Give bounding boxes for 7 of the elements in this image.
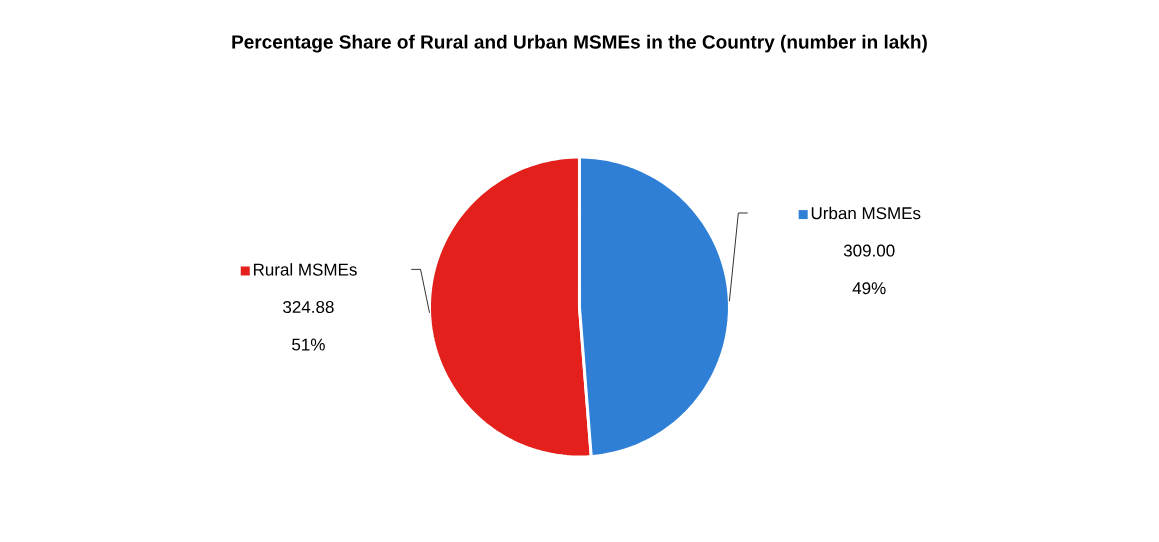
data-label: 324.88 [283, 300, 334, 314]
chart-title: Percentage Share of Rural and Urban MSMEs in the Country (number in lakh) [232, 34, 927, 53]
text: 51% [292, 338, 325, 351]
data-label: 309.00 [843, 244, 895, 257]
text: 49% [852, 282, 886, 295]
legend-label: Urban MSMEs [811, 206, 921, 220]
legend-label: Rural MSMEs [253, 263, 357, 276]
